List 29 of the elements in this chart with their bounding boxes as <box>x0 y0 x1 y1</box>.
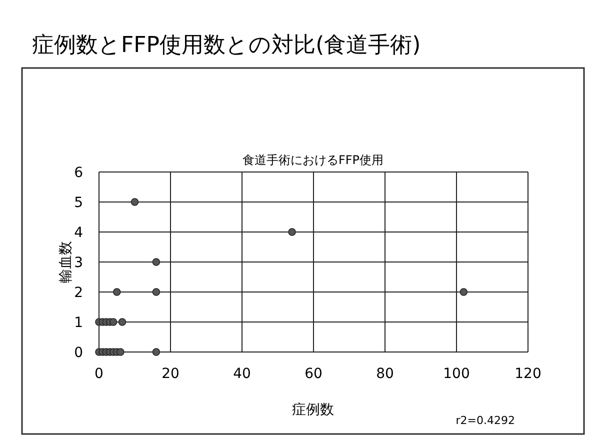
y-tick-label: 2 <box>74 285 83 301</box>
x-tick-label: 40 <box>233 366 251 382</box>
chart-title: 症例数とFFP使用数との対比(食道手術) <box>32 33 421 58</box>
y-tick-label: 6 <box>74 165 84 181</box>
point <box>152 348 160 356</box>
point <box>109 318 118 326</box>
y-axis-title: 輸血数 <box>58 241 74 283</box>
x-tick-label: 60 <box>304 366 322 382</box>
point <box>118 318 126 326</box>
y-tick-label: 0 <box>74 345 83 361</box>
y-tick-label: 5 <box>74 195 83 211</box>
x-tick-label: 20 <box>162 366 180 382</box>
x-tick-label: 0 <box>94 366 104 382</box>
point <box>116 348 124 356</box>
point <box>288 228 296 236</box>
x-tick-label: 100 <box>443 366 470 382</box>
x-tick-label: 80 <box>376 366 394 382</box>
point <box>152 258 160 266</box>
point <box>130 198 139 206</box>
point <box>460 288 468 296</box>
y-tick-label: 4 <box>74 225 84 241</box>
y-tick-label: 1 <box>74 315 83 331</box>
y-tick-label: 3 <box>74 255 83 271</box>
x-axis-title: 症例数 <box>292 402 334 418</box>
point <box>112 288 121 296</box>
text: r2=0.4292 <box>456 414 515 427</box>
chart-subtitle: 食道手術におけるFFP使用 <box>242 153 384 167</box>
point <box>152 288 160 296</box>
x-tick-label: 120 <box>514 366 542 382</box>
